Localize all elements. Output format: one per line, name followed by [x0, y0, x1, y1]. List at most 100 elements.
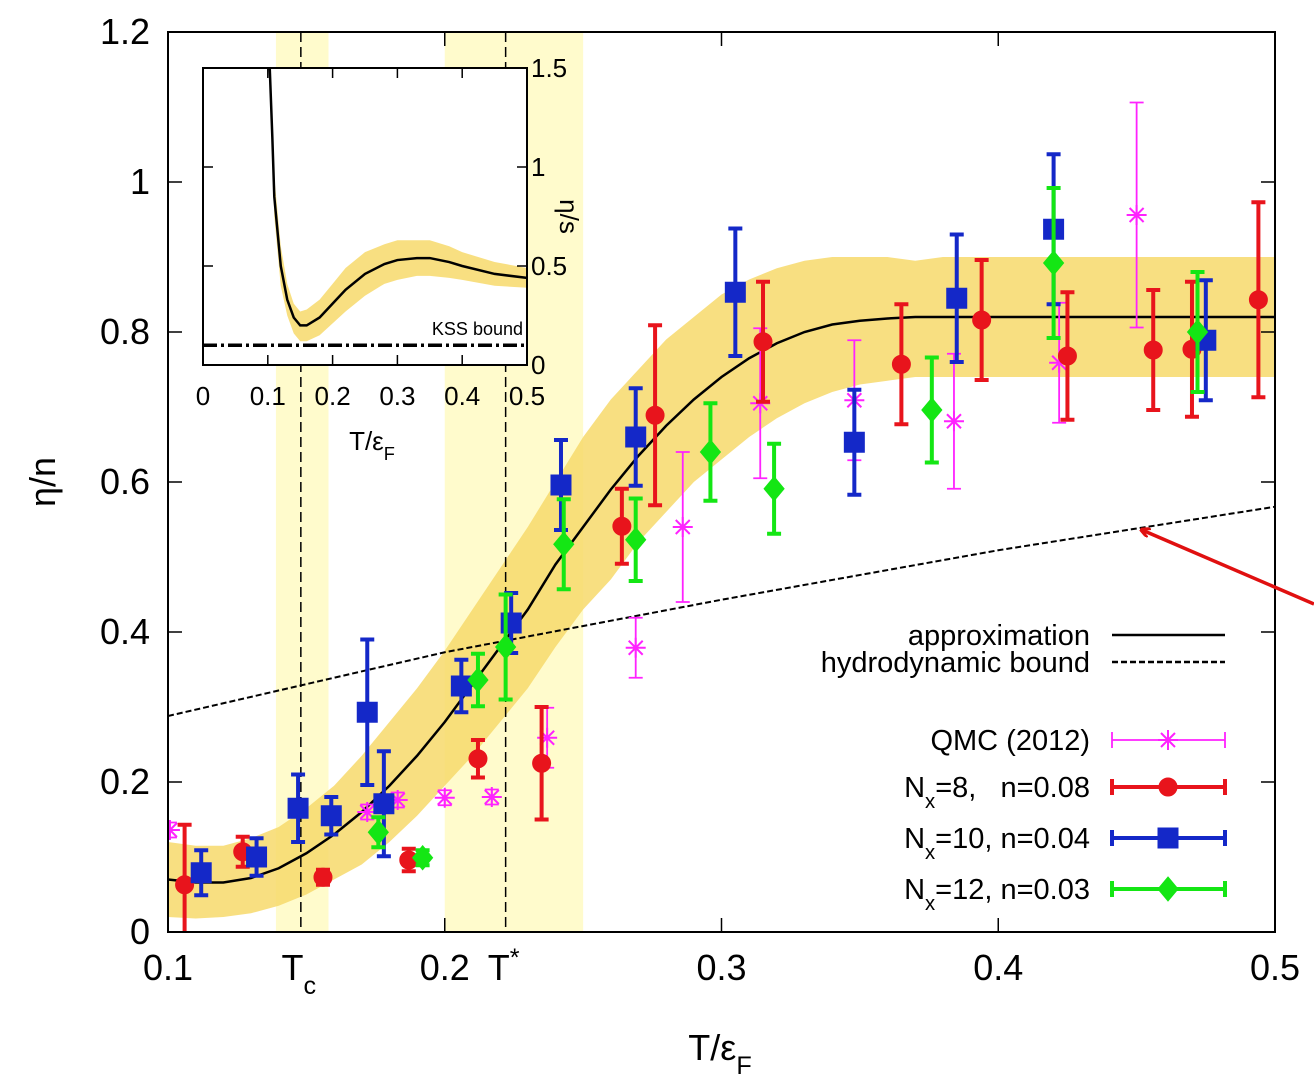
marker: [434, 787, 455, 808]
legend-label-part: =8, n=0.08: [935, 772, 1090, 804]
marker: [972, 310, 992, 330]
y-tick-label: 0.6: [100, 461, 150, 502]
legend-label-part: N: [904, 772, 925, 804]
legend-label-part: N: [904, 874, 925, 906]
x-axis-title-part: T/ε: [688, 1027, 736, 1068]
legend-label-part: N: [904, 823, 925, 855]
marker: [357, 802, 378, 822]
y-tick-label: 0.4: [100, 611, 150, 652]
marker: [625, 637, 646, 658]
marker: [467, 667, 489, 693]
y-tick-label: 0.8: [100, 311, 150, 352]
annotation-label-part: c: [304, 972, 317, 1000]
annotation-label-part: T: [488, 947, 510, 988]
marker: [1143, 340, 1163, 360]
legend-label: Nx=10, n=0.04: [904, 823, 1090, 864]
y-tick-label: 1: [130, 161, 150, 202]
inset-band: [269, 68, 527, 342]
marker: [387, 790, 408, 810]
inset-y-tick-label: 1.5: [531, 53, 567, 83]
inset-background: [203, 68, 527, 365]
marker: [373, 793, 395, 815]
marker: [1057, 346, 1077, 366]
marker: [1157, 876, 1179, 902]
marker: [1158, 777, 1178, 797]
marker: [450, 675, 472, 697]
x-tick-label: 0.4: [973, 947, 1023, 988]
y-tick-label: 0.2: [100, 761, 150, 802]
legend-label: Nx=8, n=0.08: [904, 772, 1090, 813]
legend-label: Nx=12, n=0.03: [904, 874, 1090, 915]
inset-y-tick-label: 0: [531, 350, 545, 380]
marker: [190, 862, 212, 884]
legend-label: QMC (2012): [930, 725, 1090, 757]
marker: [550, 474, 572, 496]
marker: [843, 431, 865, 453]
x-tick-label: 0.2: [420, 947, 470, 988]
marker: [411, 844, 434, 871]
legend-label-part: x: [925, 893, 935, 915]
inset-x-tick-label: 0: [196, 381, 210, 411]
pointer-arrow: [1142, 530, 1314, 606]
y-axis-title: η/n: [22, 457, 63, 507]
marker: [1158, 730, 1178, 750]
inset-y-axis-title: η/s: [554, 199, 584, 234]
inset-y-tick-label: 1: [531, 152, 545, 182]
legend-label-part: =12, n=0.03: [935, 874, 1090, 906]
inset-x-tick-label: 0.2: [315, 381, 351, 411]
x-tick-label: 0.5: [1250, 947, 1300, 988]
marker: [320, 805, 342, 827]
marker: [367, 819, 389, 846]
marker: [468, 749, 488, 769]
marker: [921, 397, 943, 423]
annotation-label: Tc: [282, 947, 317, 1000]
marker: [724, 281, 746, 303]
legend-label: approximation: [908, 620, 1090, 652]
inset-x-tick-label: 0.4: [444, 381, 480, 411]
legend-label-part: =10, n=0.04: [935, 823, 1090, 855]
marker: [287, 797, 309, 819]
legend-label-part: x: [925, 791, 935, 813]
y-tick-label: 1.2: [100, 11, 150, 52]
curve: [168, 505, 1275, 717]
inset-x-axis-title-part: T/ε: [349, 426, 384, 456]
annotation-label-part: T: [282, 947, 304, 988]
marker: [672, 517, 693, 537]
marker: [763, 475, 785, 502]
marker: [1126, 205, 1147, 225]
legend-label-part: x: [925, 842, 935, 864]
marker: [625, 526, 647, 553]
inset-x-axis-title-part: F: [384, 444, 395, 464]
marker: [891, 354, 911, 374]
annotation-label-part: *: [510, 944, 520, 972]
marker: [699, 439, 722, 465]
inset-frame: [202, 67, 528, 366]
marker: [753, 332, 773, 352]
marker: [943, 411, 964, 432]
marker: [532, 753, 552, 773]
kss-label: KSS bound: [432, 319, 523, 339]
x-tick-label: 0.1: [143, 947, 193, 988]
marker: [494, 634, 517, 660]
inset-plot: [203, 68, 527, 347]
x-axis-title-part: F: [736, 1052, 751, 1080]
marker: [246, 846, 268, 868]
marker: [537, 727, 558, 748]
marker: [1248, 290, 1268, 310]
legend-label: hydrodynamic bound: [821, 647, 1090, 679]
marker: [1186, 319, 1209, 345]
marker: [625, 426, 647, 448]
annotation-label: T*: [488, 944, 520, 988]
marker: [612, 516, 632, 536]
marker: [481, 787, 502, 807]
x-tick-label: 0.3: [696, 947, 746, 988]
marker: [168, 820, 180, 840]
marker: [553, 531, 575, 558]
inset-y-tick-label: 0.5: [531, 251, 567, 281]
marker: [175, 875, 195, 895]
marker: [1049, 352, 1070, 373]
marker: [1157, 827, 1179, 849]
marker: [313, 867, 333, 887]
